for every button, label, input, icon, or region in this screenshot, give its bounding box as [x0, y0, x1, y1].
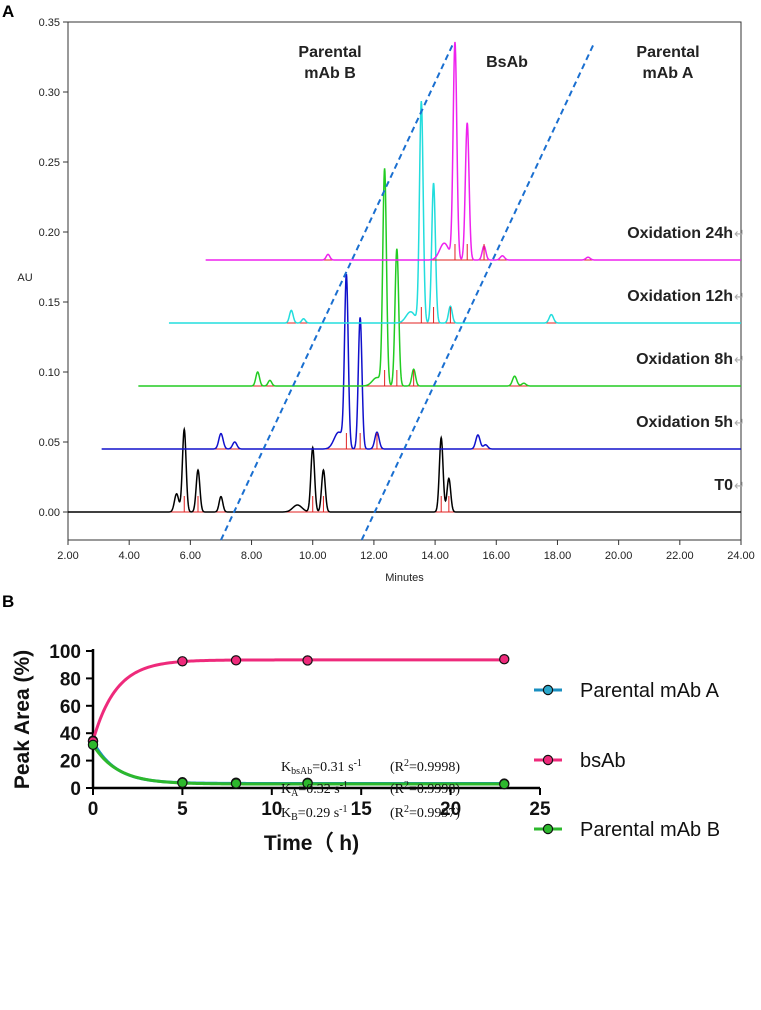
return-mark: ↵	[734, 415, 745, 430]
y-tick-label: 0.35	[39, 17, 60, 29]
data-point-parental-mab-b	[230, 778, 242, 789]
x-tick-label: 0	[88, 799, 99, 820]
y-tick-label: 0.15	[39, 297, 60, 309]
legend-label-bsab: bsAb	[580, 750, 626, 772]
legend-marker-parental-mab-a	[542, 684, 554, 696]
y-tick-label: 20	[60, 752, 81, 773]
data-point-bsab	[499, 654, 510, 665]
return-mark: ↵	[734, 226, 745, 241]
region-label: Parental	[636, 44, 699, 61]
x-tick-label: 10.00	[299, 550, 327, 562]
y-tick-label: 0.25	[39, 157, 60, 169]
fit-curve-bsab	[91, 658, 505, 742]
x-tick-label: 20	[440, 799, 461, 820]
y-tick-label: 0	[70, 779, 81, 800]
region-label: BsAb	[486, 54, 528, 71]
data-point-bsab	[302, 655, 313, 666]
x-tick-label: 4.00	[118, 550, 139, 562]
x-tick-label: 15	[351, 799, 373, 820]
series-label-t0: T0	[714, 477, 733, 494]
series-label-oxidation-5h: Oxidation 5h	[636, 414, 733, 431]
y-tick-label: 0.10	[39, 367, 60, 379]
data-point-parental-mab-b	[87, 739, 99, 751]
x-axis-title: Minutes	[385, 572, 424, 584]
data-point-parental-mab-b	[499, 778, 510, 790]
legend-marker-bsab	[542, 754, 554, 766]
return-mark: ↵	[734, 289, 745, 304]
x-tick-label: 18.00	[544, 550, 572, 562]
dashed-divider	[360, 42, 596, 541]
fit-curve-parental-mab-b	[91, 744, 505, 786]
return-mark: ↵	[734, 352, 745, 367]
x-tick-label: 12.00	[360, 550, 388, 562]
trace-t0	[68, 426, 741, 513]
panel-label-a: A	[2, 2, 15, 21]
chromatogram-chart: 2.00 4.00 6.00 8.00 10.00 12.00 14.00 16.00 18.0…	[17, 17, 755, 584]
panel-label-b: B	[2, 592, 15, 611]
y-tick-label: 40	[60, 724, 81, 745]
series-label-oxidation-12h: Oxidation 12h	[627, 288, 733, 305]
x-tick-label: 2.00	[57, 550, 78, 562]
series-label-oxidation-8h: Oxidation 8h	[636, 351, 733, 368]
trace-oxidation-12h	[168, 100, 741, 324]
data-point-bsab	[230, 655, 242, 666]
dashed-divider	[220, 42, 455, 541]
series-label-oxidation-24h: Oxidation 24h	[627, 225, 733, 242]
x-tick-label: 5	[177, 799, 188, 820]
x-tick-label: 22.00	[666, 550, 694, 562]
y-tick-label: 100	[49, 642, 81, 663]
rate-annotation: KbsAb=0.31 s-1 (R2=0.9998)	[281, 758, 460, 777]
x-tick-label: 6.00	[180, 550, 201, 562]
x-axis-title: Time（ h)	[264, 831, 359, 855]
data-point-parental-mab-b	[177, 777, 188, 788]
x-tick-label: 16.00	[483, 550, 511, 562]
x-tick-label: 10	[261, 799, 282, 820]
legend-label-parental-mab-a: Parental mAb A	[580, 680, 720, 702]
plot-frame	[67, 21, 742, 541]
data-point-parental-mab-b	[302, 778, 313, 789]
y-axis-title: AU	[17, 272, 32, 284]
legend-label-parental-mab-b: Parental mAb B	[580, 819, 720, 841]
trace-oxidation-5h	[101, 273, 741, 450]
y-tick-label: 60	[60, 697, 81, 718]
region-label: mAb A	[643, 65, 694, 82]
y-tick-label: 0.20	[39, 227, 60, 239]
legend-marker-parental-mab-b	[542, 823, 554, 835]
y-axis-title: Peak Area (%)	[11, 650, 34, 789]
x-tick-label: 20.00	[605, 550, 633, 562]
data-point-bsab	[177, 656, 188, 667]
region-label: mAb B	[304, 65, 356, 82]
y-tick-label: 0.00	[39, 507, 60, 519]
trace-oxidation-24h	[205, 41, 741, 261]
y-tick-label: 0.05	[39, 437, 60, 449]
rate-annotation: KB=0.29 s-1 (R2=0.9997)	[281, 804, 460, 823]
x-tick-label: 25	[529, 799, 551, 820]
trace-oxidation-8h	[138, 168, 741, 387]
x-tick-label: 24.00	[727, 550, 755, 562]
x-tick-label: 8.00	[241, 550, 262, 562]
y-tick-label: 0.30	[39, 87, 60, 99]
return-mark: ↵	[734, 478, 745, 493]
rate-annotation: KA=0.32 s-1 (R2=0.9998)	[281, 780, 460, 799]
region-label: Parental	[298, 44, 361, 61]
x-tick-label: 14.00	[421, 550, 449, 562]
y-tick-label: 80	[60, 669, 81, 690]
